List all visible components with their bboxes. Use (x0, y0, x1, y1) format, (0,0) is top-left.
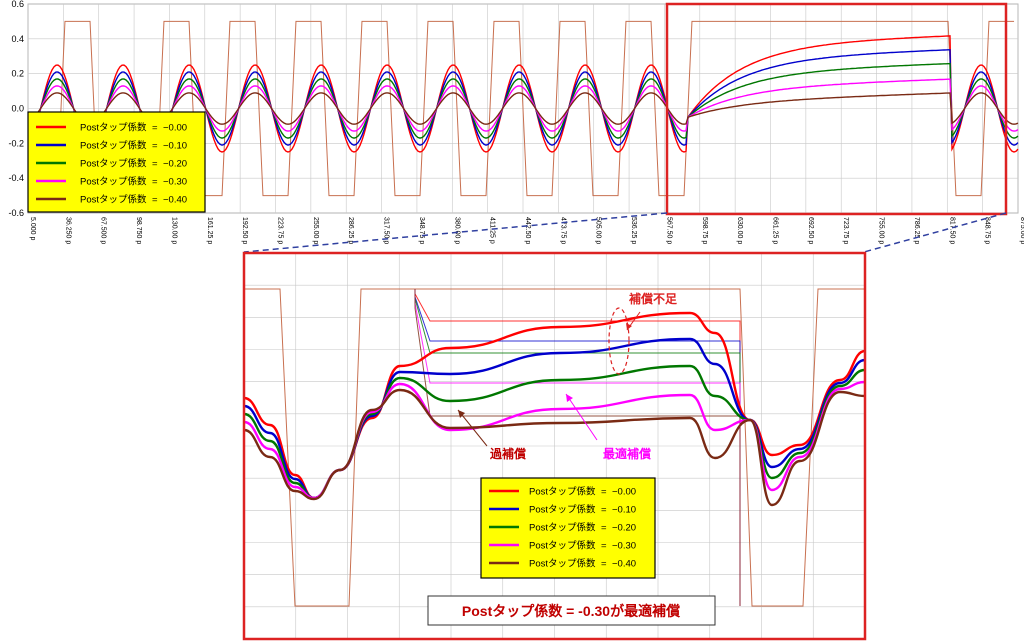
over-compensation-label: 過補償 (489, 446, 527, 461)
zoom-connector-right (863, 212, 1007, 253)
top-series-line (27, 78, 1019, 132)
legend-value: −0.40 (163, 195, 187, 206)
top-y-tick-label: 0.4 (11, 34, 24, 44)
legend-value: −0.10 (612, 505, 636, 516)
top-x-tick-label: 348.75 p (418, 217, 425, 244)
optimal-arrow-head (566, 394, 573, 402)
top-x-tick-label: 380.00 p (453, 217, 460, 244)
legend-label: Postタップ係数 (529, 558, 596, 570)
top-x-tick-label: 723.75 p (842, 217, 849, 244)
top-y-tick-label: -0.2 (8, 138, 24, 148)
top-chart: 0.6 0.4 0.2 0.0 -0.2 -0.4 -0.6 5.000 p 36.250 p… (8, 0, 1024, 244)
legend-label: Postタップ係数 (80, 176, 147, 188)
top-x-ticks: 5.000 p 36.250 p 67.500 p 98.750 p 130.00 p 1… (29, 217, 1024, 244)
top-x-tick-label: 161.25 p (206, 217, 213, 244)
legend-label: Postタップ係数 (529, 486, 596, 498)
over-arrow-head (458, 410, 465, 418)
top-x-tick-label: 848.75 p (984, 217, 991, 244)
top-y-tick-label: -0.4 (8, 173, 24, 183)
caption-box (427, 595, 716, 626)
top-x-tick-label: 536.25 p (630, 217, 637, 244)
zoom-frame (242, 251, 867, 641)
legend-label: Postタップ係数 (529, 504, 596, 516)
top-x-tick-label: 98.750 p (135, 217, 142, 244)
top-x-tick-label: 36.250 p (64, 217, 71, 244)
top-x-tick-label: 5.000 p (29, 217, 36, 240)
top-x-tick-label: 411.25 p (489, 217, 496, 244)
top-y-tick-label: 0.6 (11, 0, 24, 9)
legend-label: Postタップ係数 (80, 158, 147, 170)
legend-value: −0.30 (163, 177, 187, 188)
optimal-compensation-arrow (565, 393, 598, 441)
top-series-line (27, 49, 1019, 146)
legend-equals: = (152, 141, 158, 152)
legend-equals: = (152, 177, 158, 188)
legend-equals: = (601, 541, 607, 552)
zoom-connector-left (243, 212, 668, 253)
legend-equals: = (601, 523, 607, 534)
top-legend: Postタップ係数 = −0.00 Postタップ係数 = −0.10 Postタップ係数 =… (27, 111, 206, 213)
legend-label: Postタップ係数 (529, 522, 596, 534)
top-x-tick-label: 598.75 p (701, 217, 708, 244)
legend-equals: = (152, 195, 158, 206)
legend-equals: = (601, 487, 607, 498)
legend-value: −0.10 (163, 141, 187, 152)
legend-value: −0.00 (612, 487, 636, 498)
zoom-legend: Postタップ係数 = −0.00 Postタップ係数 = −0.10 Postタップ係数 =… (480, 477, 656, 579)
top-x-tick-label: 442.50 p (524, 217, 531, 244)
top-y-tick-label: 0.2 (11, 69, 24, 79)
top-x-tick-label: 875.00 p (1019, 217, 1024, 244)
top-series-line (27, 92, 1019, 125)
top-y-ticks: 0.6 0.4 0.2 0.0 -0.2 -0.4 -0.6 (8, 0, 24, 218)
top-x-tick-label: 317.50 p (383, 217, 390, 244)
under-compensation-ellipse (608, 307, 630, 375)
over-compensation-arrow (457, 409, 488, 447)
top-x-tick-label: 661.25 p (772, 217, 779, 244)
legend-value: −0.30 (612, 541, 636, 552)
legend-equals: = (601, 505, 607, 516)
legend-label: Postタップ係数 (529, 540, 596, 552)
legend-value: −0.20 (163, 159, 187, 170)
legend-equals: = (152, 159, 158, 170)
zoom-highlight-box (665, 2, 1008, 216)
legend-equals: = (601, 559, 607, 570)
legend-label: Postタップ係数 (80, 122, 147, 134)
top-x-tick-label: 692.50 p (807, 217, 814, 244)
top-x-tick-label: 223.75 p (277, 217, 284, 244)
top-x-tick-label: 473.75 p (559, 217, 566, 244)
top-x-tick-label: 286.25 p (347, 217, 354, 244)
top-y-tick-label: -0.6 (8, 208, 24, 218)
legend-equals: = (152, 123, 158, 134)
top-x-tick-label: 817.50 p (948, 217, 955, 244)
legend-label: Postタップ係数 (80, 140, 147, 152)
legend-label: Postタップ係数 (80, 194, 147, 206)
top-x-tick-label: 786.25 p (913, 217, 920, 244)
top-y-tick-label: 0.0 (11, 104, 24, 114)
legend-value: −0.20 (612, 523, 636, 534)
top-x-tick-label: 755.00 p (878, 217, 885, 244)
legend-value: −0.00 (163, 123, 187, 134)
top-x-tick-label: 130.00 p (170, 217, 177, 244)
under-arrow-head (626, 323, 632, 330)
caption-text: Postタップ係数 = -0.30が最適補償 (462, 603, 681, 619)
top-series-line (27, 35, 1019, 153)
top-x-tick-label: 192.50 p (241, 217, 248, 244)
top-series-line (27, 62, 1019, 139)
zoom-series (243, 288, 866, 607)
zoom-series-line (243, 388, 866, 507)
top-x-tick-label: 255.00 p (312, 217, 319, 244)
top-series (27, 20, 1019, 197)
top-x-tick-label: 567.50 p (665, 217, 672, 244)
top-x-tick-label: 505.00 p (595, 217, 602, 244)
under-compensation-label: 補償不足 (628, 291, 677, 306)
optimal-compensation-label: 最適補償 (603, 446, 652, 461)
legend-value: −0.40 (612, 559, 636, 570)
top-x-tick-label: 67.500 p (100, 217, 107, 244)
top-x-tick-label: 630.00 p (736, 217, 743, 244)
